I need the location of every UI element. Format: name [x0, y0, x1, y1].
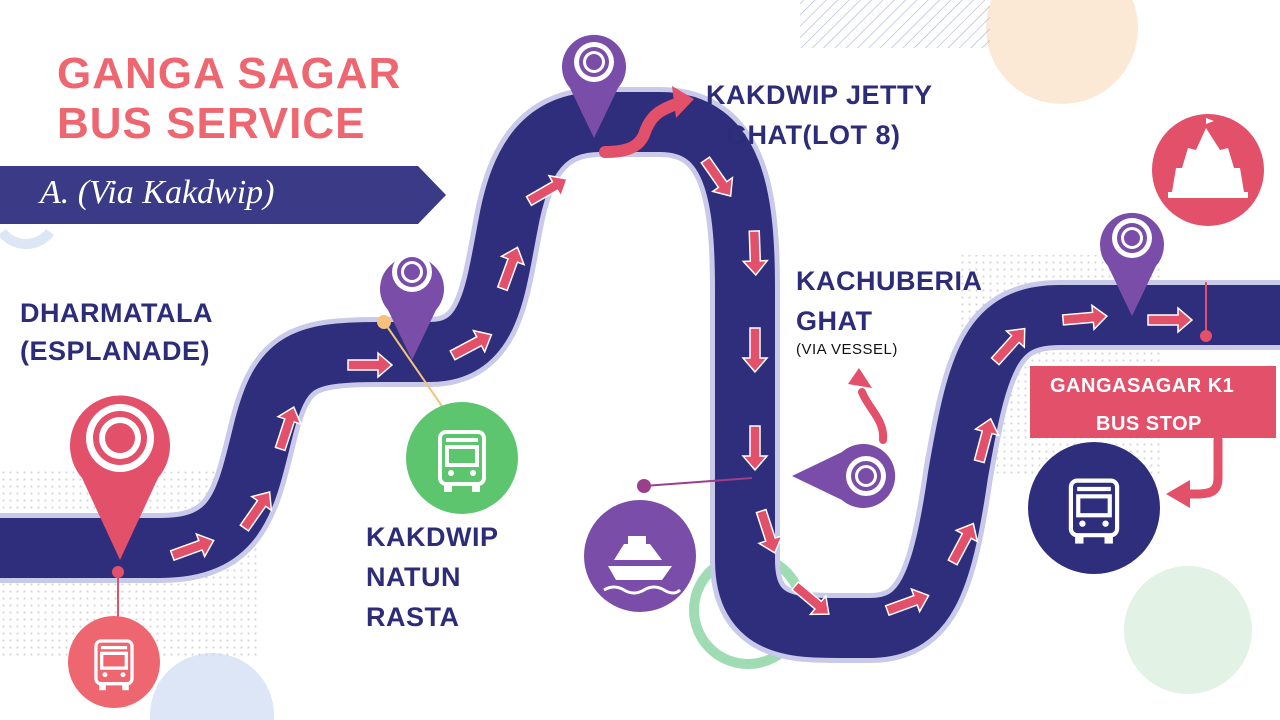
direction-arrows	[167, 86, 1223, 625]
arrow-icon	[672, 86, 694, 118]
decor-circle	[1124, 566, 1252, 694]
stop-label-jetty-1: KAKDWIP JETTY	[706, 80, 933, 110]
arrow-icon	[1181, 435, 1223, 499]
title-line-2: BUS SERVICE	[57, 99, 366, 148]
route-banner-label: A. (Via Kakdwip)	[40, 174, 275, 211]
stop-label-dharmatala-1: DHARMATALA	[20, 298, 213, 328]
arrow-icon	[599, 96, 688, 158]
stop-label-gangasagar-2: BUS STOP	[1096, 413, 1202, 435]
road	[0, 87, 1280, 663]
bus-stop-dharmatala	[68, 616, 160, 708]
arrow-icon	[848, 368, 872, 388]
decor-circle	[150, 653, 274, 720]
location-pin-gangasagar	[1100, 212, 1164, 316]
bus-stop-gangasagar	[1028, 442, 1160, 574]
stop-label-natun-rasta-3: RASTA	[366, 602, 460, 632]
stop-label-jetty-2: GHAT(LOT 8)	[726, 120, 901, 150]
decor-hatch	[800, 0, 990, 48]
location-pin-kachuberia	[792, 444, 896, 508]
arrow-icon	[858, 388, 888, 444]
title-line-1: GANGA SAGAR	[57, 49, 402, 98]
stop-label-kachuberia-1: KACHUBERIA	[796, 266, 983, 296]
stop-label-dharmatala-2: (ESPLANADE)	[20, 336, 211, 366]
arrow-icon	[1166, 480, 1190, 508]
temple-icon	[1168, 118, 1248, 198]
decor-arc	[0, 228, 54, 249]
decor-circle	[986, 0, 1138, 104]
stop-label-natun-rasta-1: KAKDWIP	[366, 522, 499, 552]
stop-label-kachuberia-2: GHAT	[796, 306, 873, 336]
stop-label-gangasagar-1: GANGASAGAR K1	[1050, 375, 1235, 397]
route-banner	[0, 166, 446, 224]
ferry-icon	[603, 536, 682, 595]
bus-stop-natun-rasta	[406, 402, 518, 514]
gangasagar-k1-label-box	[1030, 366, 1276, 438]
ferry-kachuberia	[584, 500, 696, 612]
stop-label-natun-rasta-2: NATUN	[366, 562, 461, 592]
location-pin-dharmatala	[70, 395, 170, 560]
connectors	[112, 282, 1212, 628]
location-pin-jetty	[561, 34, 626, 139]
stop-label-kachuberia-note: (VIA VESSEL)	[796, 341, 898, 358]
location-pin-natun-rasta	[379, 252, 444, 360]
temple-gangasagar	[1152, 114, 1264, 226]
